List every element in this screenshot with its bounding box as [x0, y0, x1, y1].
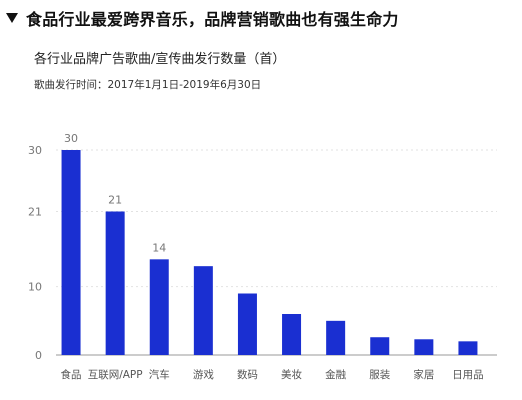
- y-tick-label: 0: [35, 349, 42, 362]
- x-tick-label: 汽车: [149, 368, 170, 381]
- y-tick-label: 21: [28, 206, 42, 219]
- triangle-bullet-icon: [6, 13, 18, 23]
- header: 食品行业最爱跨界音乐，品牌营销歌曲也有强生命力 各行业品牌广告歌曲/宣传曲发行数…: [6, 6, 516, 92]
- bars-layer: [61, 150, 478, 355]
- bar: [458, 341, 478, 355]
- x-tick-label: 互联网/APP: [88, 369, 143, 381]
- bar-value-label: 14: [152, 241, 166, 254]
- axis-layer: 0 10 21 30: [28, 144, 497, 362]
- bar: [370, 337, 390, 355]
- x-tick-label: 数码: [237, 368, 258, 381]
- grid-layer: [56, 149, 497, 288]
- bar: [414, 339, 434, 355]
- x-tick-label: 日用品: [452, 369, 484, 381]
- y-tick-label: 10: [28, 281, 42, 294]
- chart-subtitle: 各行业品牌广告歌曲/宣传曲发行数量（首）: [34, 52, 286, 67]
- y-tick-label: 30: [28, 144, 42, 157]
- title-row: 食品行业最爱跨界音乐，品牌营销歌曲也有强生命力: [6, 6, 516, 30]
- bar: [282, 314, 302, 355]
- bar: [61, 150, 81, 355]
- bar: [149, 259, 169, 355]
- bar: [326, 320, 346, 355]
- bar-value-label: 21: [108, 194, 122, 207]
- bar: [237, 293, 257, 355]
- bar: [193, 266, 213, 355]
- x-tick-label: 美妆: [281, 368, 302, 381]
- chart-headline: 食品行业最爱跨界音乐，品牌营销歌曲也有强生命力: [26, 10, 399, 29]
- bar: [105, 211, 125, 355]
- labels-layer: 30 食品 21 互联网/APP 14 汽车 游戏 数码 美妆 金融 服装 家居 日用品: [61, 132, 484, 381]
- x-tick-label: 家居: [413, 368, 434, 381]
- release-period-note: 歌曲发行时间：2017年1月1日-2019年6月30日: [34, 79, 262, 91]
- x-tick-label: 游戏: [193, 368, 214, 381]
- bar-value-label: 30: [64, 132, 78, 145]
- x-tick-label: 食品: [61, 368, 82, 381]
- x-tick-label: 服装: [369, 368, 390, 381]
- x-tick-label: 金融: [325, 368, 346, 381]
